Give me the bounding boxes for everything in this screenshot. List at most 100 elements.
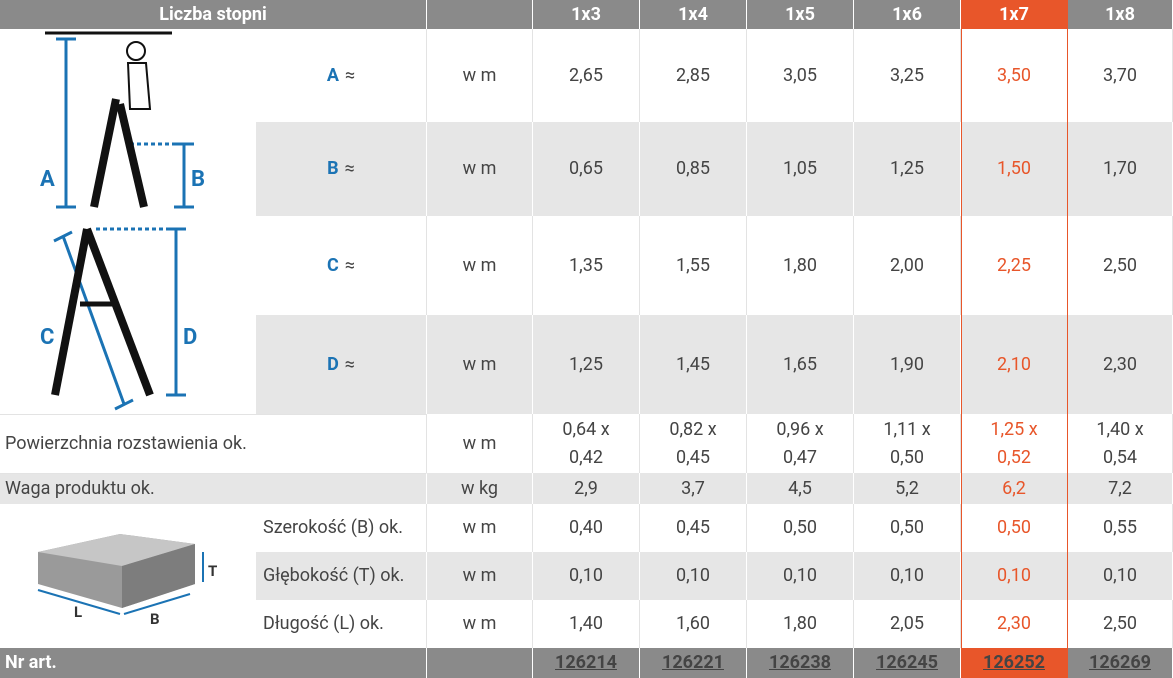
value: 0,50 bbox=[783, 517, 817, 538]
footer-cell: 126269 bbox=[1068, 648, 1173, 678]
fig-label: T bbox=[208, 562, 217, 580]
article-link[interactable]: 126252 bbox=[983, 652, 1045, 673]
value: 1,05 bbox=[783, 158, 817, 179]
value: 3,25 bbox=[890, 64, 924, 86]
value-cell: 0,64 x 0,42 bbox=[533, 414, 640, 473]
unit: w m bbox=[462, 158, 497, 179]
unit-cell: w m bbox=[427, 414, 533, 473]
value-cell: 1,05 bbox=[747, 122, 854, 216]
value-cell: 1,45 bbox=[640, 315, 747, 414]
article-link[interactable]: 126269 bbox=[1089, 652, 1151, 673]
value-cell: 0,85 bbox=[640, 122, 747, 216]
value: 3,05 bbox=[783, 64, 817, 86]
value-cell: 0,50 bbox=[854, 504, 961, 552]
value: 6,2 bbox=[1002, 477, 1026, 499]
value: 1,55 bbox=[676, 254, 710, 276]
value-cell: 0,55 bbox=[1068, 504, 1173, 552]
column-header: 1x7 bbox=[999, 3, 1029, 25]
row-symbol: ≈ bbox=[344, 64, 356, 86]
value-cell: 2,30 bbox=[1068, 315, 1173, 414]
value-cell: 3,05 bbox=[747, 29, 854, 122]
value: 1,25 bbox=[890, 158, 924, 179]
unit-cell: w m bbox=[427, 122, 533, 216]
value-line: 1,11 x bbox=[883, 418, 931, 440]
footer-cell: 126214 bbox=[533, 648, 640, 678]
unit: w m bbox=[462, 613, 497, 634]
column-header: 1x3 bbox=[571, 3, 601, 25]
unit-cell: w m bbox=[427, 315, 533, 414]
value-cell: 1,40 x 0,54 bbox=[1068, 414, 1173, 473]
row-label: Głębokość (T) ok. bbox=[256, 552, 427, 600]
value: 1,70 bbox=[1103, 158, 1137, 179]
row-letter: B bbox=[327, 158, 339, 179]
footer-cell: 126252 bbox=[961, 648, 1068, 678]
header-cell bbox=[427, 0, 533, 29]
value-cell: 7,2 bbox=[1068, 473, 1173, 504]
value: 0,50 bbox=[997, 517, 1031, 538]
header-cell: 1x5 bbox=[747, 0, 854, 29]
fig-label: C bbox=[40, 325, 54, 350]
unit: w m bbox=[462, 565, 497, 586]
fig-label: D bbox=[183, 325, 197, 350]
value-cell: 0,10 bbox=[961, 552, 1068, 600]
value: 4,5 bbox=[788, 477, 812, 499]
value-cell: 0,45 bbox=[640, 504, 747, 552]
value-cell: 6,2 bbox=[961, 473, 1068, 504]
article-link[interactable]: 126238 bbox=[769, 652, 831, 673]
row-letter: C bbox=[327, 254, 339, 276]
unit: w m bbox=[462, 353, 497, 375]
value-cell: 2,9 bbox=[533, 473, 640, 504]
value-cell: 3,70 bbox=[1068, 29, 1173, 122]
value: 0,50 bbox=[890, 517, 924, 538]
value: 1,60 bbox=[676, 613, 710, 634]
row-letter: D bbox=[327, 353, 339, 375]
value-cell: 1,25 bbox=[854, 122, 961, 216]
value: 2,85 bbox=[676, 64, 710, 86]
fig-label: B bbox=[150, 610, 160, 628]
value-cell: 2,25 bbox=[961, 216, 1068, 315]
value: 2,30 bbox=[997, 613, 1031, 634]
row-label-text: Powierzchnia rozstawienia ok. bbox=[5, 433, 247, 454]
value-cell: 0,10 bbox=[854, 552, 961, 600]
value-line: 1,40 x bbox=[1096, 418, 1144, 440]
value-line: 0,52 bbox=[997, 446, 1031, 468]
article-link[interactable]: 126245 bbox=[876, 652, 938, 673]
value-line: 1,25 x bbox=[990, 418, 1038, 440]
column-header: 1x5 bbox=[785, 3, 815, 25]
value-cell: 0,10 bbox=[640, 552, 747, 600]
value-cell: 0,10 bbox=[1068, 552, 1173, 600]
header-cell: 1x3 bbox=[533, 0, 640, 29]
article-link[interactable]: 126221 bbox=[662, 652, 724, 673]
value: 1,35 bbox=[569, 254, 603, 276]
value-cell: 1,60 bbox=[640, 600, 747, 648]
row-label-text: Długość (L) ok. bbox=[263, 613, 384, 634]
value-line: 0,50 bbox=[890, 446, 924, 468]
row-label-text: Głębokość (T) ok. bbox=[263, 565, 405, 586]
row-label: A ≈ bbox=[256, 29, 427, 122]
value-cell: 0,65 bbox=[533, 122, 640, 216]
unit-cell: w m bbox=[427, 29, 533, 122]
value-cell: 0,50 bbox=[747, 504, 854, 552]
value-cell: 0,82 x 0,45 bbox=[640, 414, 747, 473]
value-cell: 1,65 bbox=[747, 315, 854, 414]
value: 0,45 bbox=[676, 517, 710, 538]
value: 2,10 bbox=[997, 353, 1031, 375]
value: 0,40 bbox=[569, 517, 603, 538]
value-cell: 2,30 bbox=[961, 600, 1068, 648]
row-symbol: ≈ bbox=[344, 353, 355, 375]
header-label: Liczba stopni bbox=[159, 3, 267, 25]
value-cell: 1,35 bbox=[533, 216, 640, 315]
article-link[interactable]: 126214 bbox=[555, 652, 617, 673]
value: 0,65 bbox=[569, 158, 603, 179]
value-cell: 1,80 bbox=[747, 600, 854, 648]
footer-cell: Nr art. bbox=[0, 648, 427, 678]
value: 5,2 bbox=[895, 477, 919, 499]
value: 0,10 bbox=[569, 565, 603, 586]
value: 0,10 bbox=[676, 565, 710, 586]
unit-cell: w m bbox=[427, 216, 533, 315]
value-cell: 2,85 bbox=[640, 29, 747, 122]
value-cell: 1,25 bbox=[533, 315, 640, 414]
row-label: Szerokość (B) ok. bbox=[256, 504, 427, 552]
value-cell: 1,40 bbox=[533, 600, 640, 648]
